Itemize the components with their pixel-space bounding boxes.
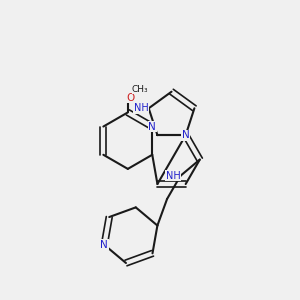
Text: N: N xyxy=(100,240,108,250)
Text: NH: NH xyxy=(134,103,149,113)
Text: N: N xyxy=(182,130,190,140)
Text: NH: NH xyxy=(166,171,180,181)
Text: O: O xyxy=(127,93,135,103)
Text: CH₃: CH₃ xyxy=(132,85,148,94)
Text: N: N xyxy=(148,122,156,131)
